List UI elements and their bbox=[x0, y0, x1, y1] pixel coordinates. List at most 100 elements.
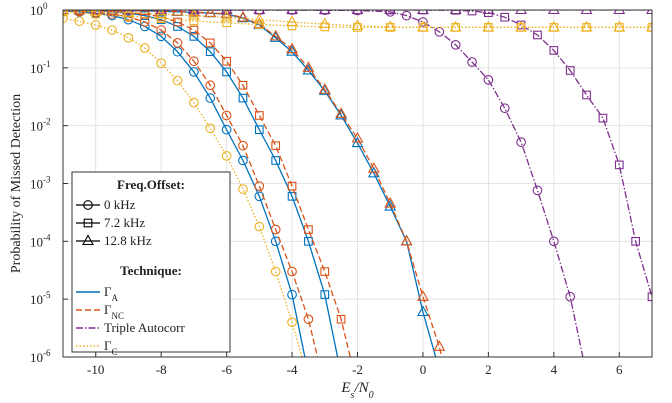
marker bbox=[122, 10, 135, 15]
marker bbox=[220, 10, 233, 15]
marker bbox=[417, 20, 429, 32]
x-tick-label: -8 bbox=[156, 362, 167, 377]
marker bbox=[189, 67, 199, 77]
x-axis-label: Es/N0 bbox=[340, 380, 373, 401]
marker bbox=[254, 20, 264, 29]
marker bbox=[222, 56, 231, 66]
marker bbox=[107, 25, 117, 35]
marker bbox=[123, 32, 134, 43]
marker bbox=[304, 376, 313, 385]
marker bbox=[580, 10, 593, 15]
tick-base: 10 bbox=[30, 3, 43, 18]
marker bbox=[220, 10, 233, 22]
marker bbox=[271, 156, 281, 165]
tick-exponent: -5 bbox=[43, 290, 51, 300]
marker bbox=[337, 371, 345, 379]
x-tick-label: 4 bbox=[551, 362, 558, 377]
x-tick-label: -6 bbox=[221, 362, 232, 377]
legend-box bbox=[71, 171, 231, 353]
marker bbox=[613, 20, 626, 32]
marker bbox=[565, 66, 575, 75]
tick-exponent: 0 bbox=[43, 1, 48, 11]
marker bbox=[189, 25, 199, 35]
marker bbox=[187, 10, 200, 15]
marker bbox=[205, 38, 215, 48]
marker bbox=[89, 10, 102, 16]
marker bbox=[647, 292, 652, 302]
marker bbox=[384, 196, 397, 208]
legend-label: ΓC bbox=[104, 338, 118, 357]
marker bbox=[156, 58, 167, 69]
marker bbox=[516, 137, 526, 147]
curve bbox=[63, 10, 584, 357]
y-tick-label: 10 bbox=[30, 119, 43, 134]
legend-marker bbox=[83, 200, 93, 210]
marker bbox=[318, 82, 331, 94]
marker bbox=[155, 10, 168, 19]
marker bbox=[254, 111, 264, 120]
marker bbox=[580, 20, 593, 32]
marker bbox=[499, 103, 510, 114]
marker bbox=[138, 10, 151, 15]
marker bbox=[351, 131, 364, 143]
marker bbox=[222, 67, 231, 77]
tick-base: 10 bbox=[30, 61, 43, 76]
marker bbox=[238, 93, 248, 103]
marker bbox=[156, 14, 166, 23]
marker bbox=[172, 38, 183, 48]
marker bbox=[205, 47, 215, 57]
marker bbox=[384, 199, 397, 211]
legend-label: ΓA bbox=[104, 284, 119, 303]
y-tick-label: 10 bbox=[30, 177, 43, 192]
marker bbox=[582, 90, 591, 100]
marker bbox=[449, 10, 462, 15]
marker bbox=[318, 17, 331, 29]
marker bbox=[515, 20, 528, 32]
x-tick-label: 0 bbox=[420, 362, 427, 377]
marker bbox=[320, 267, 330, 276]
tick-base: 10 bbox=[30, 350, 43, 365]
curve bbox=[63, 17, 303, 357]
x-label-part: 0 bbox=[369, 390, 374, 401]
marker bbox=[614, 160, 624, 170]
marker bbox=[286, 45, 298, 56]
marker bbox=[270, 266, 281, 277]
marker bbox=[221, 151, 232, 161]
marker bbox=[467, 57, 477, 67]
marker bbox=[238, 155, 248, 166]
legend-name: Γ bbox=[104, 284, 112, 299]
marker bbox=[287, 266, 297, 277]
marker bbox=[205, 80, 216, 91]
marker bbox=[254, 221, 265, 232]
marker bbox=[565, 291, 576, 302]
marker bbox=[286, 42, 298, 54]
x-tick-label: 6 bbox=[616, 362, 623, 377]
curve bbox=[63, 10, 306, 357]
marker bbox=[286, 15, 298, 27]
legend-marker bbox=[83, 218, 93, 228]
legend-sub: NC bbox=[112, 311, 125, 321]
marker bbox=[548, 236, 559, 247]
marker bbox=[433, 340, 446, 351]
tick-base: 10 bbox=[30, 234, 43, 249]
legend-sub: C bbox=[112, 347, 118, 357]
marker bbox=[320, 290, 330, 299]
curve bbox=[63, 10, 319, 357]
marker bbox=[417, 10, 429, 15]
marker bbox=[434, 364, 444, 373]
marker bbox=[449, 20, 462, 32]
marker bbox=[189, 32, 199, 41]
marker bbox=[173, 22, 182, 31]
marker bbox=[73, 10, 86, 15]
marker bbox=[205, 93, 216, 103]
x-label-part: /N bbox=[353, 380, 369, 396]
marker bbox=[189, 97, 199, 108]
legend-label: 7.2 kHz bbox=[104, 215, 145, 230]
legend-name: Triple Autocorr bbox=[104, 320, 185, 335]
marker bbox=[547, 10, 560, 15]
marker bbox=[156, 25, 167, 35]
marker bbox=[222, 18, 231, 28]
marker bbox=[287, 191, 297, 201]
